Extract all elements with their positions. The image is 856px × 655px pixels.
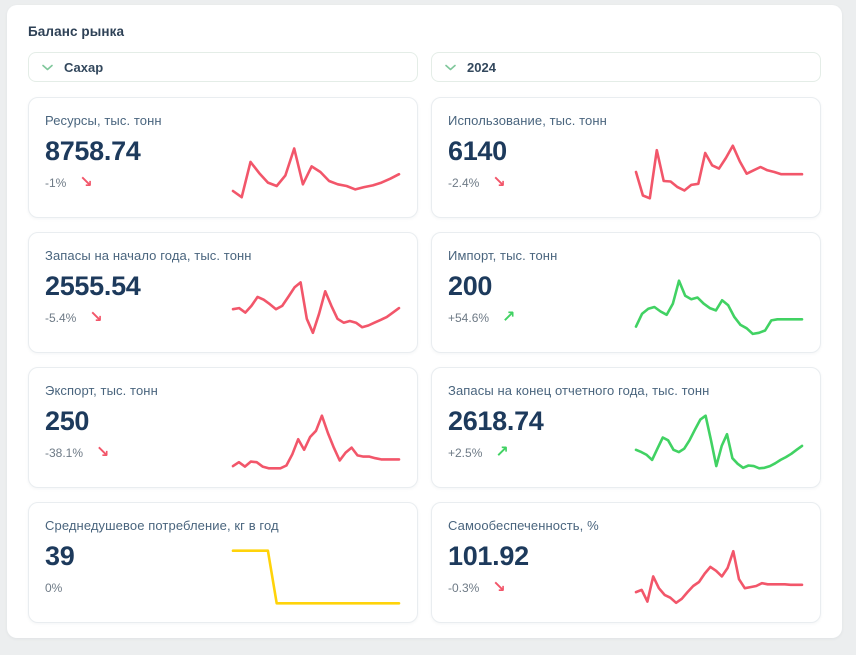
metric-card-per-capita-consumption: Среднедушевое потребление, кг в год 39 0… [28,502,418,623]
card-value: 250 [45,406,90,436]
year-dropdown[interactable]: 2024 [431,52,821,82]
metric-card-self-sufficiency: Самообеспеченность, % 101.92 -0.3% ↘ [431,502,821,623]
card-title: Самообеспеченность, % [448,518,599,533]
change-percent: -0.3% [448,580,480,595]
sparkline-chart [231,549,401,605]
year-dropdown-value: 2024 [467,59,496,75]
trend-up-icon: ↗ [502,308,516,326]
card-value: 39 [45,541,75,571]
change-percent: +54.6% [448,310,490,325]
card-change: -5.4% ↘ [45,309,401,327]
card-change: -2.4% ↘ [448,174,804,192]
card-title: Ресурсы, тыс. тонн [45,113,162,128]
card-title: Использование, тыс. тонн [448,113,607,128]
card-title: Импорт, тыс. тонн [448,248,558,263]
sparkline-chart [231,147,401,199]
metric-card-opening-stocks: Запасы на начало года, тыс. тонн 2555.54… [28,232,418,353]
card-title: Запасы на начало года, тыс. тонн [45,248,252,263]
change-percent: -1% [45,175,67,190]
trend-down-icon: ↘ [492,173,506,191]
metric-card-import: Импорт, тыс. тонн 200 +54.6% ↗ [431,232,821,353]
card-title: Запасы на конец отчетного года, тыс. тон… [448,383,710,398]
card-change: -1% ↘ [45,174,401,192]
metric-card-usage: Использование, тыс. тонн 6140 -2.4% ↘ [431,97,821,218]
chevron-down-icon [42,64,53,71]
change-percent: -38.1% [45,445,84,460]
sparkline-chart [634,549,804,605]
chevron-down-icon [445,64,456,71]
card-change: -38.1% ↘ [45,444,401,462]
change-percent: +2.5% [448,445,483,460]
trend-down-icon: ↘ [89,308,103,326]
card-value: 2618.74 [448,406,544,436]
card-value: 6140 [448,136,507,166]
card-change: 0% [45,579,401,597]
sparkline-chart [231,281,401,335]
trend-down-icon: ↘ [96,443,110,461]
metric-card-closing-stocks: Запасы на конец отчетного года, тыс. тон… [431,367,821,488]
filter-bar: Сахар 2024 [28,52,821,82]
card-title: Экспорт, тыс. тонн [45,383,158,398]
card-value: 8758.74 [45,136,141,166]
card-title: Среднедушевое потребление, кг в год [45,518,279,533]
trend-up-icon: ↗ [495,443,509,461]
metric-cards-grid: Ресурсы, тыс. тонн 8758.74 -1% ↘ Использ… [28,97,821,623]
change-percent: -5.4% [45,310,77,325]
change-percent: 0% [45,580,63,595]
sparkline-chart [634,279,804,336]
trend-down-icon: ↘ [492,578,506,596]
card-change: -0.3% ↘ [448,579,804,597]
dashboard-panel: Баланс рынка Сахар 2024 Ресурсы, тыс. то… [7,5,842,638]
product-dropdown[interactable]: Сахар [28,52,418,82]
sparkline-chart [231,414,401,470]
card-change: +54.6% ↗ [448,309,804,327]
card-value: 2555.54 [45,271,141,301]
card-value: 200 [448,271,493,301]
change-percent: -2.4% [448,175,480,190]
metric-card-resources: Ресурсы, тыс. тонн 8758.74 -1% ↘ [28,97,418,218]
trend-down-icon: ↘ [79,173,93,191]
page-title: Баланс рынка [28,24,125,39]
card-value: 101.92 [448,541,529,571]
sparkline-chart [634,144,804,200]
metric-card-export: Экспорт, тыс. тонн 250 -38.1% ↘ [28,367,418,488]
sparkline-chart [634,414,804,470]
product-dropdown-value: Сахар [64,59,104,75]
card-change: +2.5% ↗ [448,444,804,462]
